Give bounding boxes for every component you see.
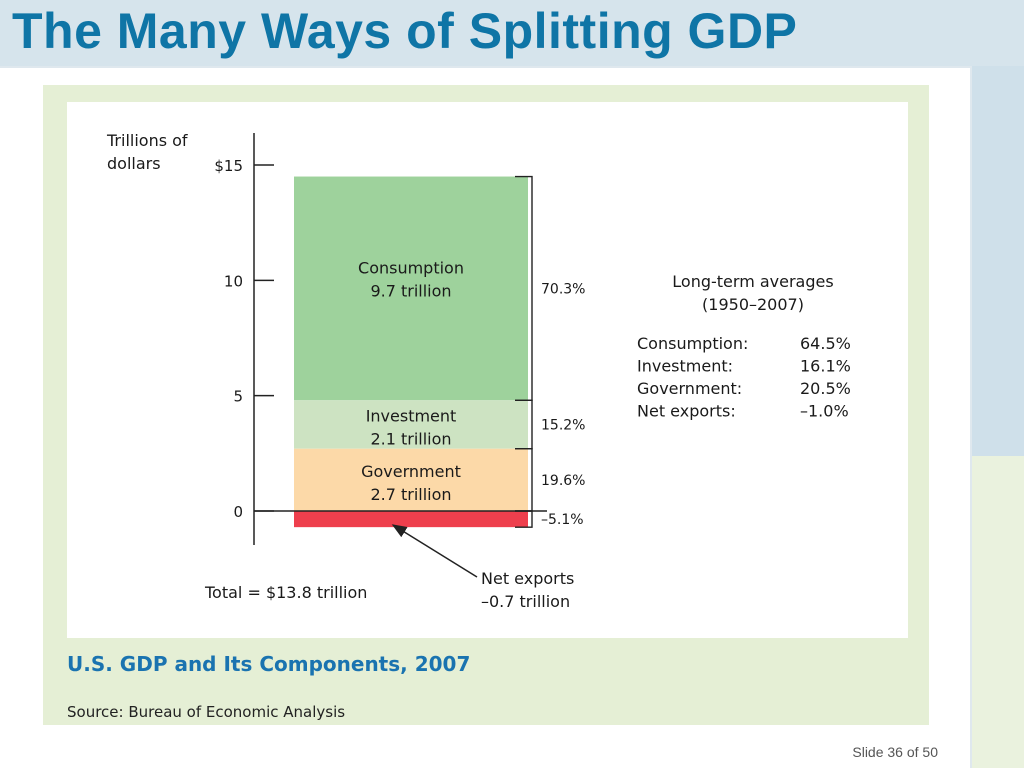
- averages-name-investment: Investment:: [637, 357, 733, 376]
- segment-name-investment: Investment: [366, 407, 457, 426]
- y-axis-label: Trillions of: [106, 131, 188, 150]
- slide-number: Slide 36 of 50: [852, 744, 938, 760]
- segment-name-consumption: Consumption: [358, 259, 464, 278]
- net-exports-annotation-name: Net exports: [481, 569, 574, 588]
- y-tick-label: $15: [214, 157, 243, 175]
- bracket-net-exports: [515, 510, 533, 528]
- figure-caption: U.S. GDP and Its Components, 2007: [67, 652, 471, 676]
- title-bar: [0, 0, 1024, 66]
- slide-title: The Many Ways of Splitting GDP: [12, 3, 798, 59]
- segment-value-investment: 2.1 trillion: [370, 430, 451, 449]
- bar-segment-net-exports: [294, 511, 528, 528]
- share-label-investment: 15.2%: [541, 418, 585, 434]
- averages-value-consumption: 64.5%: [800, 334, 851, 353]
- share-label-consumption: 70.3%: [541, 281, 585, 297]
- segment-value-consumption: 9.7 trillion: [370, 282, 451, 301]
- side-divider: [970, 66, 972, 768]
- chart-area: Trillions of dollars $15 10 5 0 Consumption 9.7…: [67, 102, 908, 638]
- decorative-band-upper: [972, 66, 1024, 456]
- bar-segment-government: [294, 448, 528, 511]
- y-tick-label: 10: [224, 272, 243, 290]
- net-exports-arrow: [391, 524, 478, 578]
- averages-name-net-exports: Net exports:: [637, 402, 736, 421]
- averages-name-government: Government:: [637, 379, 742, 398]
- total-label: Total = $13.8 trillion: [204, 583, 367, 602]
- averages-name-consumption: Consumption:: [637, 334, 748, 353]
- figure-source: Source: Bureau of Economic Analysis: [67, 703, 346, 721]
- net-exports-annotation-value: –0.7 trillion: [481, 592, 570, 611]
- title-divider: [0, 66, 972, 68]
- averages-title: (1950–2007): [702, 295, 804, 314]
- y-tick-label: 5: [233, 388, 243, 406]
- averages-title: Long-term averages: [672, 272, 833, 291]
- segment-value-government: 2.7 trillion: [370, 485, 451, 504]
- bar-segment-investment: [294, 400, 528, 449]
- averages-value-net-exports: –1.0%: [800, 402, 849, 421]
- decorative-band-lower: [972, 456, 1024, 768]
- bar-segment-consumption: [294, 176, 528, 401]
- share-label-net-exports: –5.1%: [541, 512, 584, 528]
- y-axis-label: dollars: [107, 154, 161, 173]
- averages-value-investment: 16.1%: [800, 357, 851, 376]
- y-tick-label: 0: [233, 503, 243, 521]
- segment-name-government: Government: [361, 462, 461, 481]
- share-label-government: 19.6%: [541, 473, 585, 489]
- gdp-components-chart: Trillions of dollars $15 10 5 0 Consumption 9.7…: [106, 131, 851, 611]
- averages-value-government: 20.5%: [800, 379, 851, 398]
